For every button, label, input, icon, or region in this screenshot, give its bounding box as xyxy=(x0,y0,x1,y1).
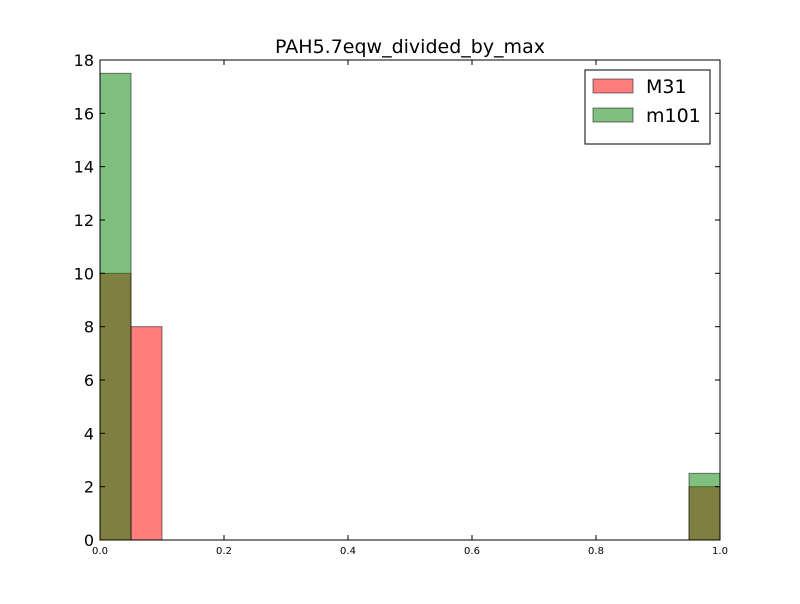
y-tick-label: 16 xyxy=(74,104,94,123)
y-tick-label: 8 xyxy=(84,318,94,337)
bar-m101-1 xyxy=(688,472,721,541)
x-tick-label: 0.4 xyxy=(340,546,356,557)
plot-frame xyxy=(99,59,721,541)
legend-swatch-m101 xyxy=(592,107,634,123)
y-tick-label: 12 xyxy=(74,211,94,230)
x-tick-label: 0.2 xyxy=(216,546,232,557)
y-tick-label: 14 xyxy=(74,158,94,177)
legend: M31 m101 xyxy=(584,69,711,145)
y-tick-label: 4 xyxy=(84,424,94,443)
x-tick-label: 0.8 xyxy=(588,546,604,557)
y-tick-label: 18 xyxy=(74,51,94,70)
legend-label-m101: m101 xyxy=(646,105,701,127)
axis-ticks: 0.0 0.2 0.4 0.6 0.8 1.0 0 2 4 6 8 10 12 14 16 18 xyxy=(74,51,728,557)
legend-swatch-m31 xyxy=(592,78,634,94)
chart-title: PAH5.7eqw_divided_by_max xyxy=(275,36,545,58)
y-tick-label: 6 xyxy=(84,371,94,390)
x-tick-label: 0.6 xyxy=(464,546,480,557)
y-tick-label: 2 xyxy=(84,478,94,497)
bar-m31-1 xyxy=(130,326,163,541)
y-tick-label: 0 xyxy=(84,531,94,550)
x-tick-label: 1.0 xyxy=(712,546,728,557)
bars-layer xyxy=(99,72,721,541)
x-tick-label: 0.0 xyxy=(92,546,108,557)
bar-m101-0 xyxy=(99,72,132,541)
legend-label-m31: M31 xyxy=(646,76,687,98)
y-tick-label: 10 xyxy=(74,264,94,283)
